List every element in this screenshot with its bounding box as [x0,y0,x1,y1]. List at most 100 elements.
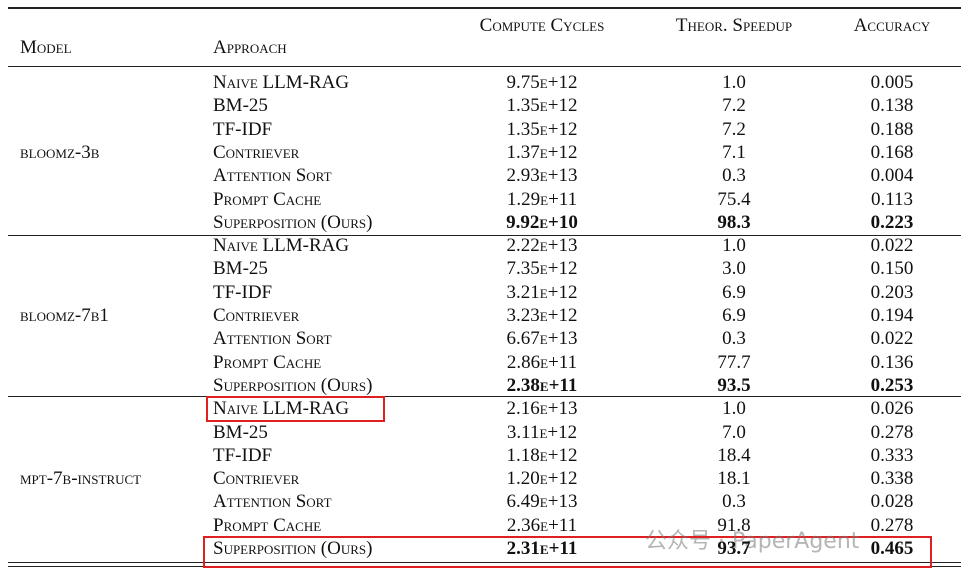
cell-value: 1.35e+12 [506,118,578,140]
cell-value: 0.150 [870,258,914,280]
column-header: Theor. Speedup [675,15,793,36]
approach-name: Naive LLM-RAG [213,398,350,420]
approach-name: Attention Sort [213,165,332,187]
cell-value: 0.188 [870,118,914,140]
bottom-rule [8,562,961,564]
cell-value: 7.2 [722,95,746,117]
column-header: Approach [213,37,287,58]
approach-name: Attention Sort [213,328,332,350]
cell-value: 7.35e+12 [506,258,578,280]
cell-value: 77.7 [717,351,751,373]
cell-value: 0.3 [722,328,746,350]
cell-value: 0.026 [870,398,914,420]
approach-name: Naive LLM-RAG [213,72,350,93]
cell-value: 3.0 [722,258,746,280]
approach-name: Prompt Cache [213,188,322,210]
column-header: Accuracy [853,15,931,36]
cell-value: 2.22e+13 [506,235,578,257]
approach-name: BM-25 [213,258,268,280]
group-rule [8,396,961,397]
top-rule [8,7,961,9]
approach-name: Attention Sort [213,491,332,513]
cell-value: 1.0 [722,235,746,257]
cell-value: 1.20e+12 [506,468,578,490]
highlight-box [203,536,932,568]
cell-value: 0.223 [870,211,914,233]
model-name: bloomz-3b [20,141,100,163]
cell-value: 2.93e+13 [506,165,578,187]
column-header: Model [20,37,72,58]
approach-name: TF-IDF [213,281,273,303]
cell-value: 0.338 [870,468,914,490]
cell-value: 2.16e+13 [506,398,578,420]
approach-name: Naive LLM-RAG [213,235,350,257]
cell-value: 7.1 [722,141,746,163]
cell-value: 0.022 [870,328,914,350]
cell-value: 0.138 [870,95,914,117]
cell-value: 0.136 [870,351,914,373]
cell-value: 7.0 [722,421,746,443]
approach-name: Superposition (Ours) [213,538,373,559]
cell-value: 93.5 [717,374,751,396]
highlight-box [206,396,385,422]
cell-value: 0.004 [870,165,914,187]
approach-name: Contriever [213,305,300,326]
cell-value: 1.29e+11 [506,188,578,210]
cell-value: 1.37e+12 [506,141,578,163]
cell-value: 0.028 [870,491,914,513]
cell-value: 1.18e+12 [506,444,578,466]
cell-value: 0.3 [722,491,746,513]
cell-value: 75.4 [717,188,751,210]
cell-value: 3.11e+12 [506,421,578,443]
watermark: 公众号 · PaperAgent [645,529,860,554]
cell-value: 6.9 [722,305,746,326]
cell-value: 0.203 [870,281,914,303]
cell-value: 0.253 [870,374,914,396]
approach-name: Superposition (Ours) [213,374,373,396]
cell-value: 9.75e+12 [506,72,578,93]
cell-value: 9.92e+10 [506,211,578,233]
cell-value: 6.49e+13 [506,491,578,513]
cell-value: 2.38e+11 [506,374,578,396]
cell-value: 0.113 [870,188,914,210]
cell-value: 0.168 [870,141,914,163]
cell-value: 2.31e+11 [506,538,578,559]
approach-name: TF-IDF [213,118,273,140]
approach-name: BM-25 [213,421,268,443]
approach-name: Contriever [213,468,300,490]
approach-name: Prompt Cache [213,514,322,536]
cell-value: 98.3 [717,211,751,233]
cell-value: 0.022 [870,235,914,257]
cell-value: 7.2 [722,118,746,140]
cell-value: 0.333 [870,444,914,466]
cell-value: 6.67e+13 [506,328,578,350]
cell-value: 93.7 [717,538,751,559]
cell-value: 0.3 [722,165,746,187]
cell-value: 18.4 [717,444,751,466]
cell-value: 0.194 [870,305,914,326]
cell-value: 0.465 [870,538,914,559]
approach-name: Contriever [213,141,300,163]
header-rule [8,66,961,67]
cell-value: 6.9 [722,281,746,303]
cell-value: 2.36e+11 [506,514,578,536]
cell-value: 1.35e+12 [506,95,578,117]
approach-name: BM-25 [213,95,268,117]
cell-value: 0.278 [870,514,914,536]
approach-name: Prompt Cache [213,351,322,373]
cell-value: 3.21e+12 [506,281,578,303]
group-rule [8,235,961,236]
cell-value: 91.8 [717,514,751,536]
cell-value: 3.23e+12 [506,305,578,326]
cell-value: 1.0 [722,398,746,420]
approach-name: TF-IDF [213,444,273,466]
model-name: bloomz-7b1 [20,305,109,326]
cell-value: 1.0 [722,72,746,93]
cell-value: 0.278 [870,421,914,443]
model-name: mpt-7b-instruct [20,468,142,490]
column-header: Compute Cycles [479,15,605,36]
cell-value: 18.1 [717,468,751,490]
approach-name: Superposition (Ours) [213,211,373,233]
cell-value: 2.86e+11 [506,351,578,373]
